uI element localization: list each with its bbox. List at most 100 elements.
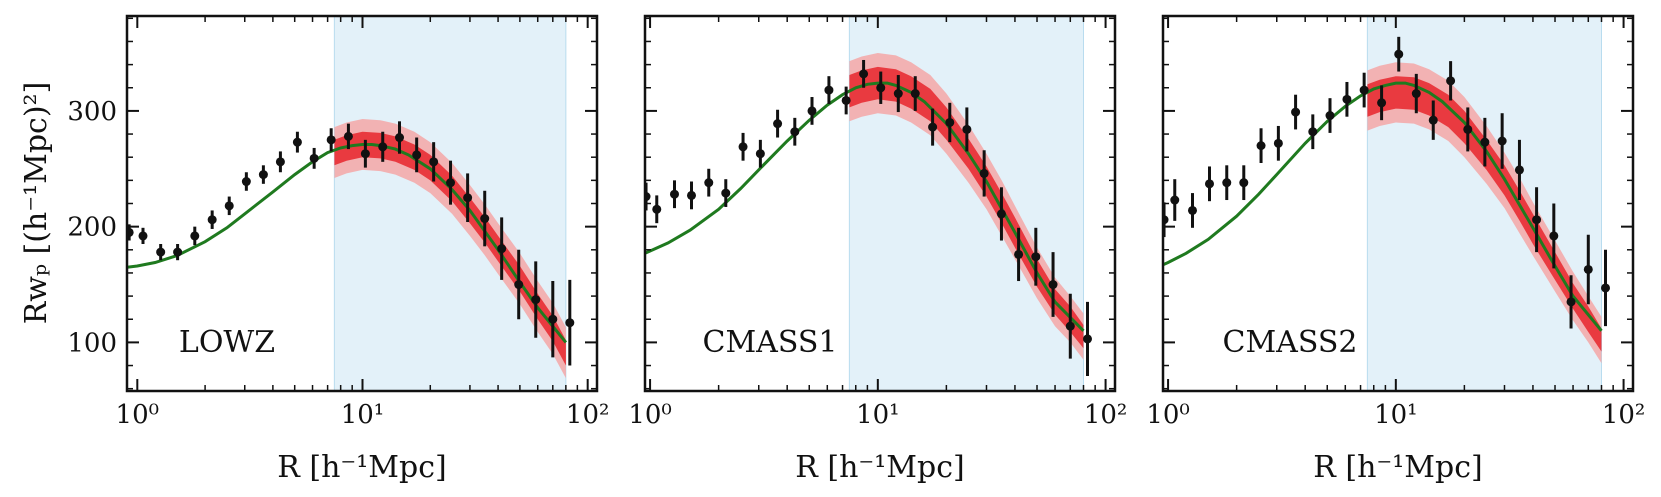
data-point xyxy=(996,209,1006,219)
plot-area xyxy=(127,16,575,391)
data-point xyxy=(1342,94,1352,104)
model-line xyxy=(127,143,568,344)
data-point xyxy=(360,149,370,159)
x-axis-title-cmass2: R [h⁻¹Mpc] xyxy=(1313,450,1482,485)
data-point xyxy=(1256,141,1266,151)
data-point xyxy=(548,314,558,324)
data-point xyxy=(446,178,456,188)
data-point xyxy=(1163,215,1169,225)
data-point xyxy=(258,170,268,180)
data-point xyxy=(173,247,183,257)
data-point xyxy=(207,215,217,225)
data-point xyxy=(138,231,148,241)
data-point xyxy=(1222,178,1232,188)
data-point xyxy=(1463,124,1473,134)
model-line xyxy=(1163,81,1603,332)
data-point xyxy=(292,137,302,147)
data-point xyxy=(1308,127,1318,137)
data-point xyxy=(480,214,490,224)
panel-cmass2: 10⁰ 10¹ 10² CMASS2 xyxy=(1146,14,1646,430)
x-tick-label: 10¹ xyxy=(341,400,385,430)
data-point xyxy=(1497,136,1507,146)
data-point xyxy=(1031,252,1041,262)
data-point xyxy=(979,168,989,178)
x-tick-label: 10² xyxy=(566,400,610,430)
data-point xyxy=(395,133,405,143)
data-point xyxy=(1428,115,1438,125)
data-point xyxy=(1325,111,1335,121)
panel-title: CMASS2 xyxy=(1223,325,1358,360)
data-point xyxy=(1583,264,1593,274)
data-point xyxy=(275,157,285,167)
data-point xyxy=(962,124,972,134)
y-tick-label: 200 xyxy=(67,213,117,243)
data-point xyxy=(1532,215,1542,225)
data-point xyxy=(1187,205,1197,215)
data-point xyxy=(1273,138,1283,148)
data-point xyxy=(824,85,834,95)
data-point xyxy=(565,318,575,328)
x-tick-label: 10⁰ xyxy=(116,400,160,430)
data-point xyxy=(645,192,651,202)
data-point xyxy=(686,190,696,200)
panel-cmass1: 10⁰ 10¹ 10² CMASS1 xyxy=(628,14,1128,430)
data-point xyxy=(514,280,524,290)
data-point xyxy=(309,153,319,163)
data-point xyxy=(1600,283,1610,293)
data-point xyxy=(876,83,886,93)
data-point xyxy=(945,117,955,127)
data-point xyxy=(704,178,714,188)
data-point xyxy=(790,127,800,137)
data-point xyxy=(1204,179,1214,189)
data-point xyxy=(156,247,166,257)
panel-title: CMASS1 xyxy=(703,325,838,360)
x-tick-label: 10² xyxy=(1084,400,1128,430)
band-inner xyxy=(1367,76,1602,352)
data-point xyxy=(893,89,903,99)
x-tick-label: 10⁰ xyxy=(1146,400,1190,430)
data-point xyxy=(841,95,851,105)
data-point xyxy=(652,204,662,214)
data-point xyxy=(343,131,353,141)
data-point xyxy=(326,135,336,145)
model-line xyxy=(645,81,1085,332)
data-point xyxy=(1082,334,1092,344)
data-point xyxy=(463,193,473,203)
x-tick-label: 10⁰ xyxy=(628,400,672,430)
y-tick-label: 100 xyxy=(67,328,117,358)
data-point xyxy=(1411,89,1421,99)
data-point xyxy=(378,142,388,152)
data-point xyxy=(531,295,541,305)
data-point xyxy=(224,201,234,211)
data-point xyxy=(1480,137,1490,147)
data-point xyxy=(1514,165,1524,175)
x-tick-label: 10¹ xyxy=(1374,400,1418,430)
band-inner xyxy=(849,66,1084,349)
data-point xyxy=(1359,85,1369,95)
panel-lowz: 10⁰ 10¹ 10² 100 200 300 LOWZ xyxy=(67,14,610,430)
data-point xyxy=(721,188,731,198)
data-point xyxy=(1549,231,1559,241)
data-point xyxy=(1048,280,1058,290)
y-axis-title: Rwₚ [(h⁻¹Mpc)²] xyxy=(19,82,54,325)
data-point xyxy=(669,189,679,199)
data-point xyxy=(1170,195,1180,205)
data-point xyxy=(773,119,783,129)
x-tick-label: 10² xyxy=(1602,400,1646,430)
plot-area xyxy=(645,16,1092,391)
data-point xyxy=(1065,321,1075,331)
data-point xyxy=(1566,297,1576,307)
data-point xyxy=(412,150,422,160)
data-point xyxy=(497,244,507,254)
data-point xyxy=(807,106,817,116)
data-point xyxy=(190,231,200,241)
data-point xyxy=(1394,49,1404,59)
data-point xyxy=(1014,249,1024,259)
data-point xyxy=(127,227,134,237)
data-point xyxy=(755,149,765,159)
data-point xyxy=(1291,107,1301,117)
x-axis-title-lowz: R [h⁻¹Mpc] xyxy=(277,450,446,485)
data-point xyxy=(928,122,938,132)
panel-title: LOWZ xyxy=(179,325,275,360)
y-tick-label: 300 xyxy=(67,97,117,127)
